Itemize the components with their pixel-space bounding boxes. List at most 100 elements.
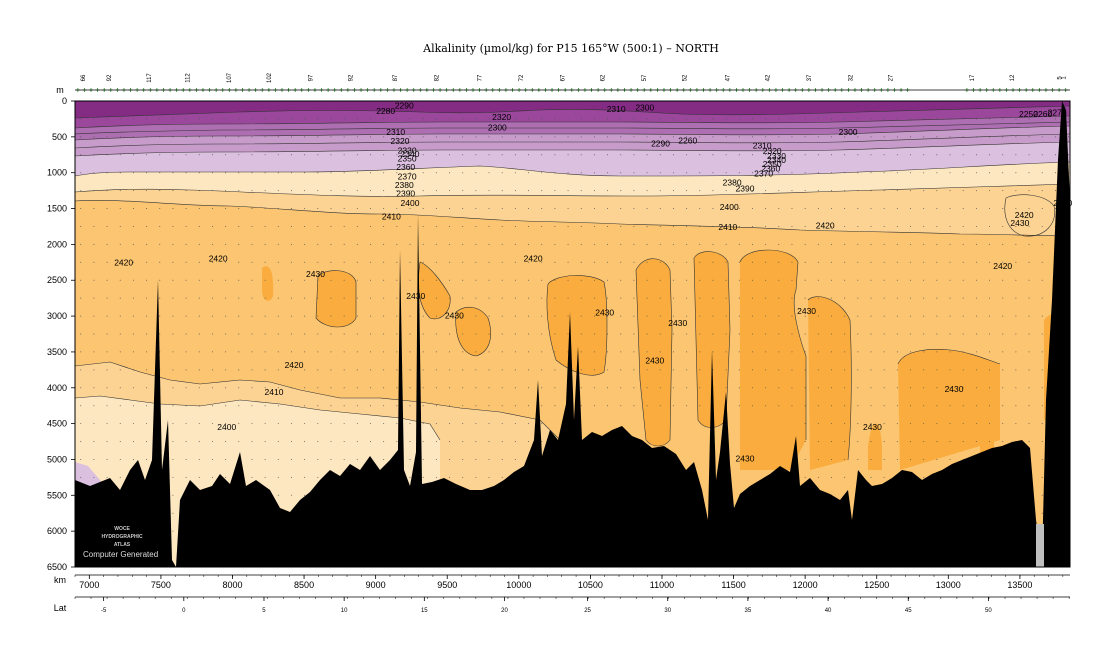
lat-tick-label: 30: [664, 608, 671, 614]
sample-dot: [896, 423, 898, 425]
sample-dot: [514, 190, 516, 192]
sample-dot: [343, 369, 345, 371]
sample-dot: [277, 333, 279, 335]
sample-dot: [1002, 225, 1004, 227]
sample-dot: [238, 351, 240, 353]
sample-dot: [883, 458, 885, 460]
sample-dot: [317, 441, 319, 443]
sample-dot: [488, 208, 490, 210]
sample-dot: [659, 190, 661, 192]
sample-dot: [225, 315, 227, 317]
contour-label: 2330: [767, 151, 786, 161]
sample-dot: [844, 458, 846, 460]
sample-dot: [778, 172, 780, 174]
sample-dot: [185, 476, 187, 478]
sample-dot: [672, 243, 674, 245]
sample-dot: [211, 423, 213, 425]
sample-dot: [383, 208, 385, 210]
sample-dot: [277, 154, 279, 156]
sample-dot: [106, 208, 108, 210]
sample-dot: [488, 387, 490, 389]
sample-dot: [80, 225, 82, 227]
sample-dot: [686, 387, 688, 389]
sample-dot: [633, 333, 635, 335]
sample-dot: [659, 369, 661, 371]
sample-dot: [817, 190, 819, 192]
sample-dot: [80, 423, 82, 425]
sample-dot: [936, 387, 938, 389]
sample-dot: [488, 423, 490, 425]
sample-dot: [383, 154, 385, 156]
sample-dot: [80, 261, 82, 263]
sample-dot: [593, 154, 595, 156]
sample-dot: [580, 225, 582, 227]
sample-dot: [804, 261, 806, 263]
sample-dot: [633, 297, 635, 299]
sample-dot: [330, 458, 332, 460]
sample-dot: [1041, 225, 1043, 227]
sample-dot: [172, 315, 174, 317]
sample-dot: [396, 279, 398, 281]
sample-dot: [225, 458, 227, 460]
sample-dot: [1015, 369, 1017, 371]
sample-dot: [725, 172, 727, 174]
sample-dot: [910, 315, 912, 317]
sample-dot: [607, 190, 609, 192]
sample-dot: [119, 458, 121, 460]
sample-dot: [501, 351, 503, 353]
sample-dot: [686, 172, 688, 174]
sample-dot: [791, 225, 793, 227]
sample-dot: [185, 279, 187, 281]
sample-dot: [962, 369, 964, 371]
sample-dot: [488, 441, 490, 443]
sample-dot: [699, 118, 701, 120]
contour-label: 2380: [395, 180, 414, 190]
sample-dot: [172, 297, 174, 299]
y-tick-label: 2000: [47, 239, 67, 249]
sample-dot: [106, 225, 108, 227]
sample-dot: [949, 225, 951, 227]
sample-dot: [844, 333, 846, 335]
contour-label: 2420: [114, 257, 133, 267]
sample-dot: [883, 423, 885, 425]
sample-dot: [277, 136, 279, 138]
sample-dot: [449, 351, 451, 353]
station-label: 17: [970, 74, 976, 81]
sample-dot: [317, 172, 319, 174]
sample-dot: [93, 458, 95, 460]
sample-dot: [304, 136, 306, 138]
sample-dot: [765, 297, 767, 299]
sample-dot: [870, 405, 872, 407]
sample-dot: [910, 225, 912, 227]
sample-dot: [936, 297, 938, 299]
sample-dot: [817, 172, 819, 174]
sample-dot: [146, 297, 148, 299]
sample-dot: [198, 118, 200, 120]
sample-dot: [264, 476, 266, 478]
chart-title: Alkalinity (µmol/kg) for P15 165°W (500:…: [422, 42, 719, 55]
sample-dot: [910, 261, 912, 263]
sample-dot: [119, 225, 121, 227]
sample-dot: [751, 208, 753, 210]
sample-dot: [514, 225, 516, 227]
sample-dot: [422, 154, 424, 156]
sample-dot: [435, 190, 437, 192]
sample-dot: [383, 172, 385, 174]
sample-dot: [132, 261, 134, 263]
sample-dot: [409, 243, 411, 245]
lat-tick-label: -5: [101, 608, 107, 614]
sample-dot: [238, 154, 240, 156]
sample-dot: [396, 154, 398, 156]
sample-dot: [435, 458, 437, 460]
sample-dot: [251, 261, 253, 263]
sample-dot: [211, 297, 213, 299]
sample-dot: [383, 297, 385, 299]
sample-dot: [369, 279, 371, 281]
sample-dot: [422, 333, 424, 335]
sample-dot: [475, 297, 477, 299]
sample-dot: [804, 405, 806, 407]
sample-dot: [80, 333, 82, 335]
sample-dot: [501, 458, 503, 460]
sample-dot: [1041, 297, 1043, 299]
sample-dot: [962, 315, 964, 317]
